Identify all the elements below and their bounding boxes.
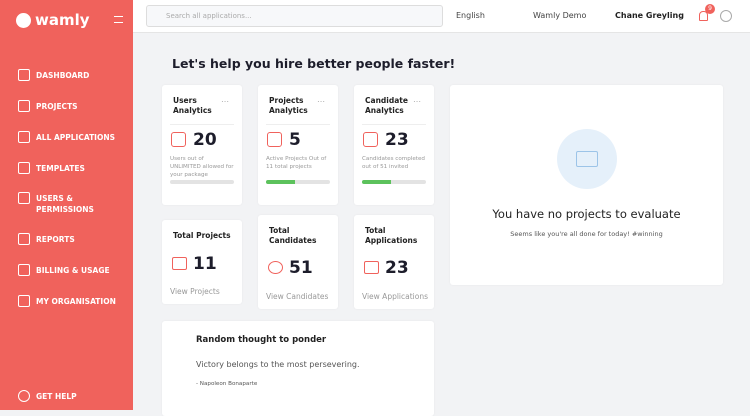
empty-state-card: You have no projects to evaluate Seems l… [450,85,723,285]
menu-item[interactable]: ALL APPLICATIONS [36,133,116,142]
menu-item[interactable]: PROJECTS [36,102,78,111]
language-select[interactable]: English [456,11,485,20]
heading: Let's help you hire better people faster… [172,56,456,71]
menu-icon [18,233,30,245]
card-value: 23 [385,130,409,150]
brand: wamly [35,11,90,29]
menu-icon [18,131,30,143]
more-menu[interactable]: ⋯ [221,97,230,106]
card-caption: Candidates completed out of 51 invited [362,156,425,170]
user-name[interactable]: Chane Greyling [615,11,684,20]
card-caption: Active Projects Out of 11 total projects [266,156,327,170]
menu-icon [18,192,30,204]
card-title: Total Projects [173,231,231,240]
view-link[interactable]: View Projects [170,287,220,296]
account-select[interactable]: Wamly Demo [533,11,587,20]
logout-icon[interactable] [720,10,732,22]
menu-icon [18,69,30,81]
empty-subtitle: Seems like you're all done for today! #w… [510,230,663,238]
card-title: Projects Analytics [269,96,308,115]
bell-icon[interactable] [699,11,708,21]
thought-title: Random thought to ponder [196,335,327,345]
view-link[interactable]: View Candidates [266,292,329,301]
quote-author: - Napoleon Bonaparte [196,381,258,387]
card-caption: Users out of UNLIMITED allowed for your … [170,156,234,178]
progress-fill [266,180,296,184]
menu-item[interactable]: REPORTS [36,235,75,244]
card-value: 5 [289,130,301,150]
card-icon [268,261,283,274]
search-placeholder: Search all applications... [166,12,252,20]
view-link[interactable]: View Applications [362,292,428,301]
card-value: 11 [193,254,217,274]
card-title: Users Analytics [173,96,212,115]
topbar: Search all applications... English Wamly… [133,0,750,33]
card-icon [364,261,379,274]
card-icon [267,132,282,147]
menu-item[interactable]: USERS & PERMISSIONS [36,194,94,214]
menu-item[interactable]: TEMPLATES [36,164,85,173]
card-value: 23 [385,258,409,278]
card-title: Total Applications [365,226,418,245]
thought-card: Random thought to ponder Victory belongs… [162,321,434,416]
total-card: Total Projects 11 View Projects [162,220,242,304]
card-value: 51 [289,258,313,278]
analytics-card: Candidate Analytics ⋯ 23 Candidates complet… [354,85,434,205]
menu-toggle[interactable] [114,16,123,23]
more-menu[interactable]: ⋯ [413,97,422,106]
empty-illustration [557,129,617,189]
progress-track [362,180,426,184]
separator [170,124,234,125]
menu-item[interactable]: MY ORGANISATION [36,297,116,306]
notification-badge: 9 [705,4,715,14]
card-icon [363,132,378,147]
separator [362,124,426,125]
quote: Victory belongs to the most persevering. [196,360,360,369]
card-title: Candidate Analytics [365,96,408,115]
total-card: Total Candidates 51 View Candidates [258,215,338,309]
menu-icon [18,264,30,276]
separator [266,124,330,125]
card-icon [171,132,186,147]
menu-icon [18,100,30,112]
card-title: Total Candidates [269,226,317,245]
analytics-card: Users Analytics ⋯ 20 Users out of UNLIMITED… [162,85,242,205]
sidebar: wamly GET HELP DASHBOARD PROJECTS ALL APPL… [0,0,133,410]
progress-track [266,180,330,184]
help-link[interactable]: GET HELP [36,392,77,401]
menu-icon [18,295,30,307]
menu-item[interactable]: BILLING & USAGE [36,266,110,275]
menu-item[interactable]: DASHBOARD [36,71,90,80]
menu-icon [18,162,30,174]
total-card: Total Applications 23 View Applications [354,215,434,309]
empty-title: You have no projects to evaluate [492,207,681,221]
logo-icon [16,13,31,28]
progress-fill [362,180,391,184]
briefcase-icon [576,151,598,167]
search-box[interactable]: Search all applications... [146,5,443,27]
analytics-card: Projects Analytics ⋯ 5 Active Projects Out … [258,85,338,205]
progress-track [170,180,234,184]
more-menu[interactable]: ⋯ [317,97,326,106]
card-value: 20 [193,130,217,150]
help-icon [18,390,30,402]
card-icon [172,257,187,270]
